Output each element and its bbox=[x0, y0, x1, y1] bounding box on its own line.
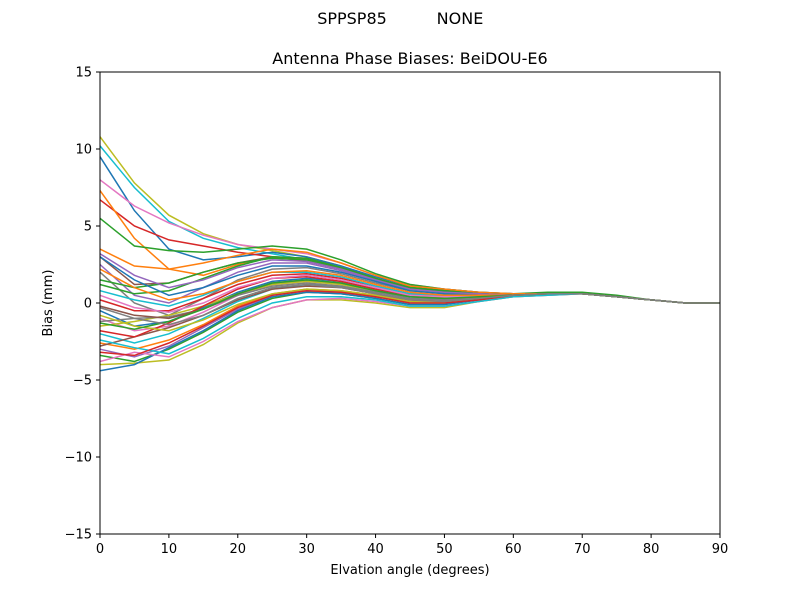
suptitle-right: NONE bbox=[437, 9, 484, 28]
y-axis: −15 −10 −5 0 5 10 15 bbox=[65, 66, 100, 543]
x-tick-label: 30 bbox=[298, 542, 315, 557]
x-tick-label: 80 bbox=[643, 542, 660, 557]
x-axis-label: Elvation angle (degrees) bbox=[330, 563, 489, 578]
suptitle-left: SPPSP85 bbox=[317, 9, 387, 28]
x-tick-label: 70 bbox=[574, 542, 591, 557]
y-axis-label: Bias (mm) bbox=[41, 270, 56, 337]
y-tick-label: 0 bbox=[84, 297, 92, 312]
y-tick-label: −5 bbox=[73, 374, 92, 389]
x-tick-label: 20 bbox=[230, 542, 247, 557]
y-tick-label: −15 bbox=[65, 528, 92, 543]
x-axis: 0 10 20 30 40 50 60 70 80 90 bbox=[96, 534, 728, 557]
series-line-2 bbox=[99, 156, 720, 304]
series-line-6 bbox=[99, 217, 720, 304]
series-line-0 bbox=[99, 136, 720, 304]
series-layer bbox=[99, 136, 720, 372]
series-line-37 bbox=[99, 283, 720, 326]
x-tick-label: 50 bbox=[436, 542, 453, 557]
y-tick-label: 5 bbox=[84, 220, 92, 235]
series-line-1 bbox=[99, 145, 720, 304]
x-tick-label: 90 bbox=[712, 542, 729, 557]
y-tick-label: 10 bbox=[75, 143, 92, 158]
y-tick-label: −10 bbox=[65, 451, 92, 466]
x-tick-label: 10 bbox=[161, 542, 178, 557]
x-tick-label: 60 bbox=[505, 542, 522, 557]
x-tick-label: 40 bbox=[367, 542, 384, 557]
y-tick-label: 15 bbox=[75, 66, 92, 81]
x-tick-label: 0 bbox=[96, 542, 104, 557]
chart-title: Antenna Phase Biases: BeiDOU-E6 bbox=[272, 49, 547, 68]
